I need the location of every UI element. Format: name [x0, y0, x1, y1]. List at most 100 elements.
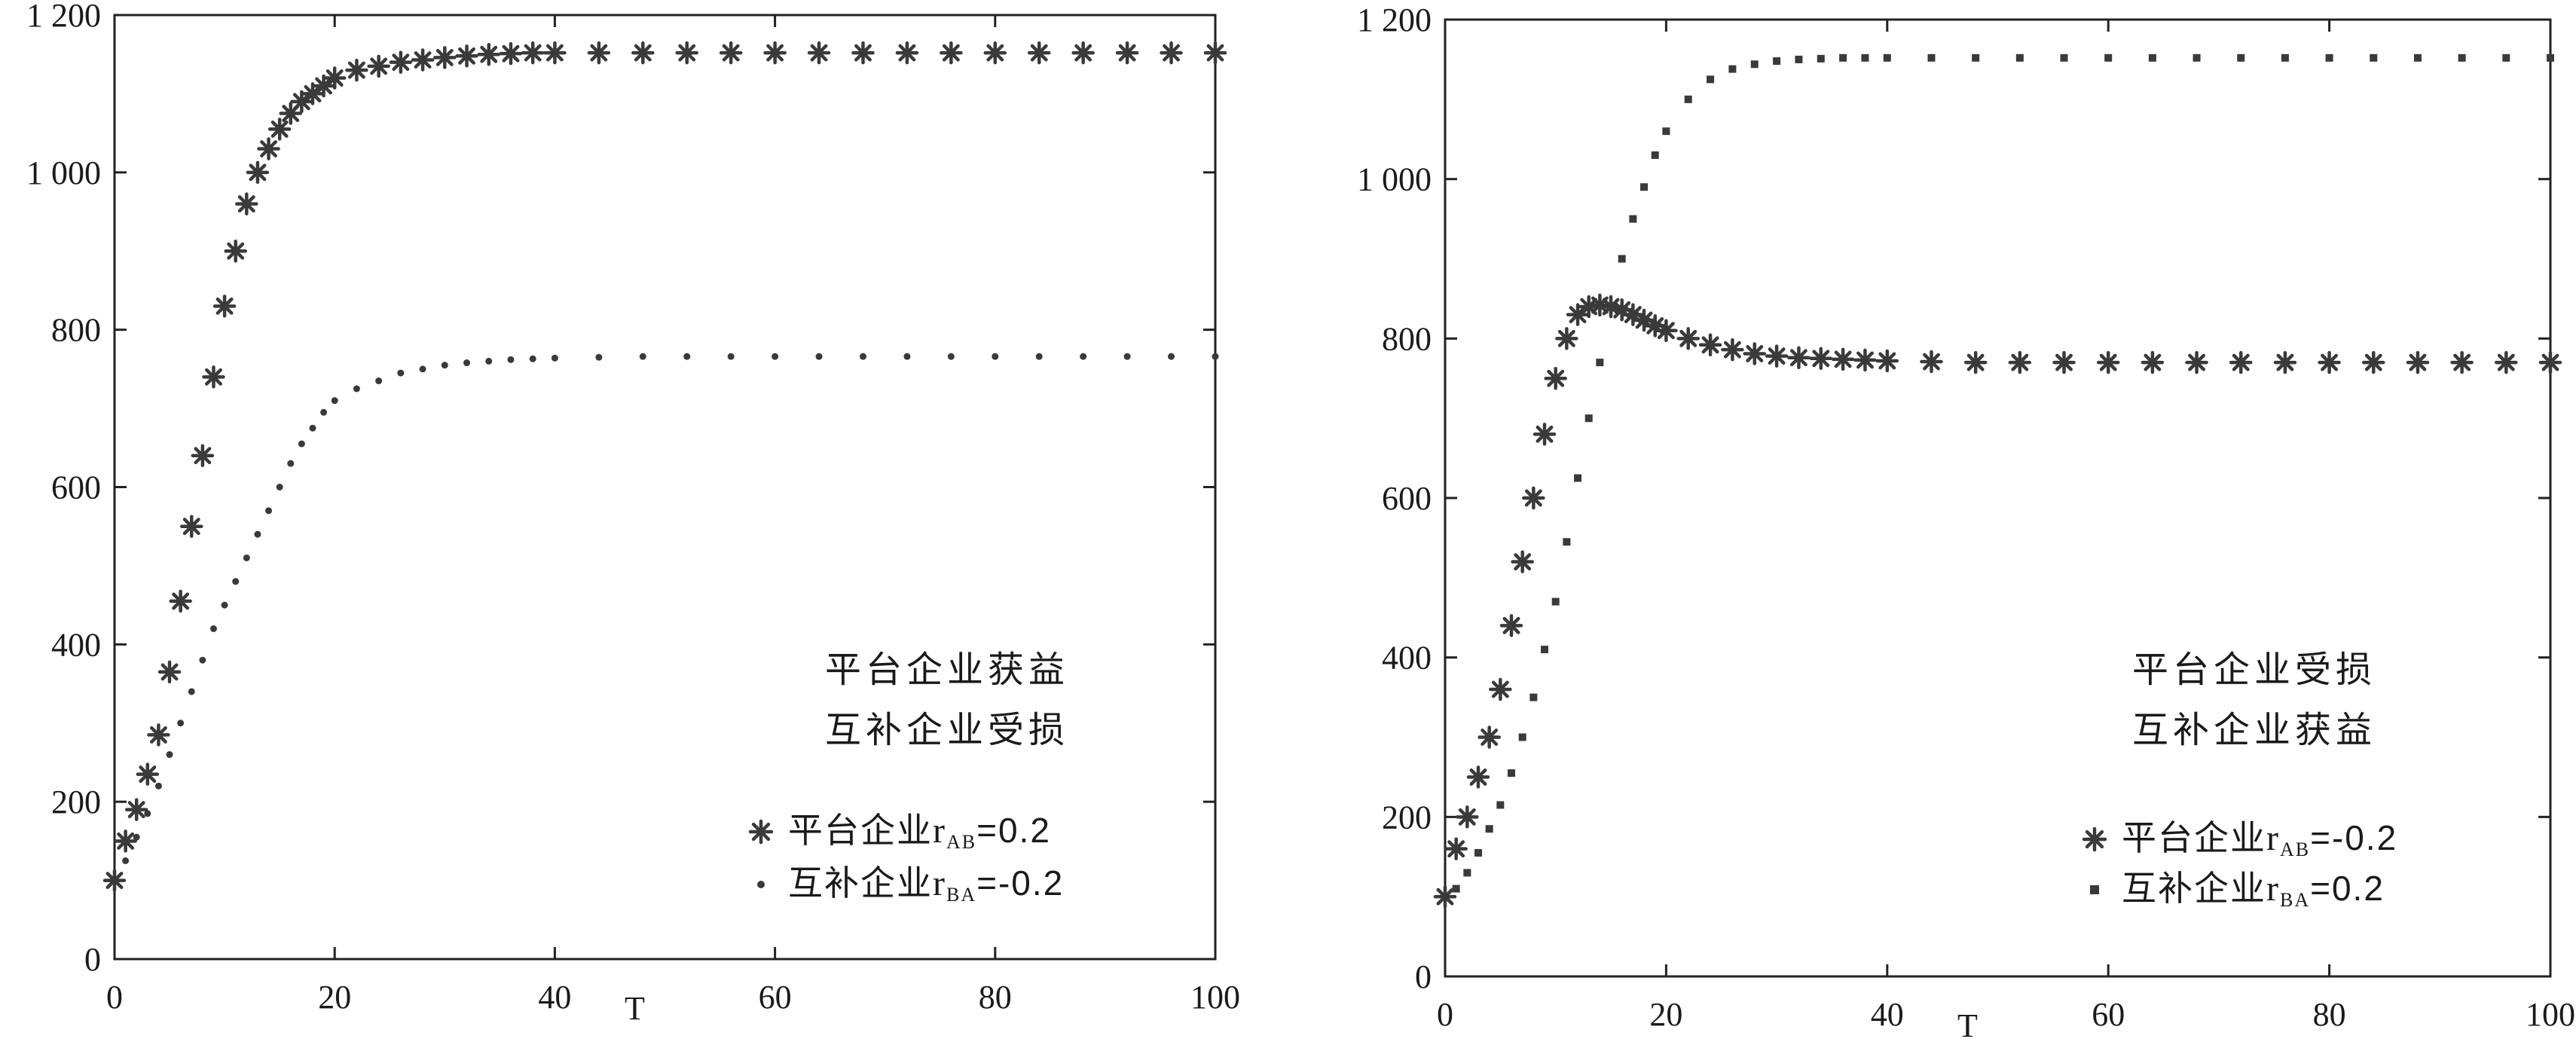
data-point	[521, 41, 545, 65]
data-point	[455, 44, 478, 68]
y-tick-label: 0	[1415, 958, 1432, 995]
x-tick-label: 60	[759, 979, 792, 1016]
data-point	[144, 810, 151, 817]
data-point	[1773, 57, 1781, 66]
annotation-line: 互补企业受损	[825, 709, 1069, 751]
data-point	[1456, 805, 1479, 829]
data-point	[1927, 53, 1936, 62]
data-point	[232, 578, 240, 585]
x-tick-label: 0	[106, 979, 123, 1016]
data-point	[1831, 347, 1855, 371]
data-point	[345, 58, 368, 82]
data-point	[1963, 350, 1988, 374]
data-point	[411, 48, 435, 72]
data-point	[1640, 183, 1649, 191]
x-tick-label: 60	[2092, 996, 2125, 1033]
x-axis-title: T	[1957, 1007, 1978, 1044]
data-point	[1698, 333, 1722, 357]
data-point	[1477, 726, 1501, 749]
data-point	[287, 460, 295, 467]
data-point	[507, 356, 515, 363]
y-tick-label: 800	[51, 312, 101, 349]
data-point	[1522, 486, 1545, 510]
data-point	[543, 41, 567, 65]
annotation-line: 互补企业获益	[2132, 709, 2376, 751]
y-tick-label: 200	[51, 784, 101, 820]
data-point	[940, 41, 963, 65]
data-point	[1651, 151, 1659, 159]
x-tick-label: 80	[979, 979, 1012, 1016]
data-point	[675, 41, 698, 65]
data-point	[1662, 127, 1670, 136]
y-tick-label: 0	[84, 941, 101, 978]
data-point	[1787, 346, 1811, 369]
data-point	[1555, 327, 1578, 350]
data-point	[188, 688, 195, 695]
data-point	[551, 354, 558, 362]
data-point	[1618, 255, 1626, 263]
y-tick-label: 200	[1382, 799, 1432, 836]
data-point	[1765, 344, 1789, 368]
data-point	[2406, 350, 2430, 374]
data-point	[1676, 327, 1700, 350]
data-point	[1721, 338, 1744, 362]
data-point	[587, 41, 611, 65]
data-point	[1861, 53, 1869, 62]
data-point	[719, 41, 743, 65]
data-point	[763, 41, 787, 65]
y-tick-label: 400	[1382, 640, 1432, 677]
data-point	[154, 782, 162, 790]
data-point	[2450, 350, 2474, 374]
data-point	[1584, 414, 1593, 423]
data-point	[2229, 350, 2253, 374]
x-tick-label: 20	[1649, 996, 1682, 1033]
data-point	[2502, 53, 2510, 62]
data-point	[157, 660, 182, 684]
data-point	[1444, 837, 1468, 860]
data-point	[367, 54, 390, 78]
data-point	[1452, 884, 1460, 893]
data-point	[631, 41, 655, 65]
data-point	[1655, 319, 1678, 342]
data-point	[1027, 41, 1051, 65]
legend-marker	[2082, 826, 2107, 852]
data-point	[2325, 53, 2333, 62]
data-point	[2141, 350, 2165, 374]
data-point	[147, 723, 170, 747]
data-point	[2052, 350, 2076, 374]
data-point	[1853, 348, 1877, 372]
data-point	[983, 41, 1007, 65]
data-point	[301, 82, 325, 105]
series-1	[1433, 293, 2562, 909]
data-point	[851, 41, 875, 65]
data-point	[992, 353, 999, 360]
data-point	[1532, 423, 1557, 446]
data-point	[1607, 303, 1615, 310]
data-point	[298, 440, 305, 448]
data-point	[595, 353, 603, 361]
x-tick-label: 40	[538, 979, 571, 1016]
data-point	[133, 833, 140, 841]
data-point	[1566, 303, 1590, 326]
chart-panel-1: 0 200 400 600 800 1 000 1 200 0 20 40 60 80 100 T 平台企业…	[26, 0, 1240, 1027]
data-point	[267, 118, 292, 141]
data-point	[1563, 538, 1571, 546]
data-point	[1809, 347, 1833, 371]
y-tick-label: 800	[1382, 320, 1432, 357]
data-point	[2015, 53, 2024, 62]
data-point	[1574, 474, 1582, 482]
data-point	[235, 192, 258, 215]
data-point	[2096, 350, 2120, 374]
data-point	[1496, 801, 1505, 809]
data-point	[246, 160, 270, 185]
data-point	[2185, 350, 2208, 374]
data-point	[1972, 53, 1980, 62]
data-point	[1160, 41, 1183, 65]
data-point	[903, 353, 911, 360]
data-point	[243, 554, 250, 561]
legend-label: 互补企业rBA=-0.2	[788, 863, 1064, 906]
data-point	[1728, 65, 1737, 73]
series-2	[111, 353, 1219, 884]
legend-marker	[2090, 885, 2099, 894]
